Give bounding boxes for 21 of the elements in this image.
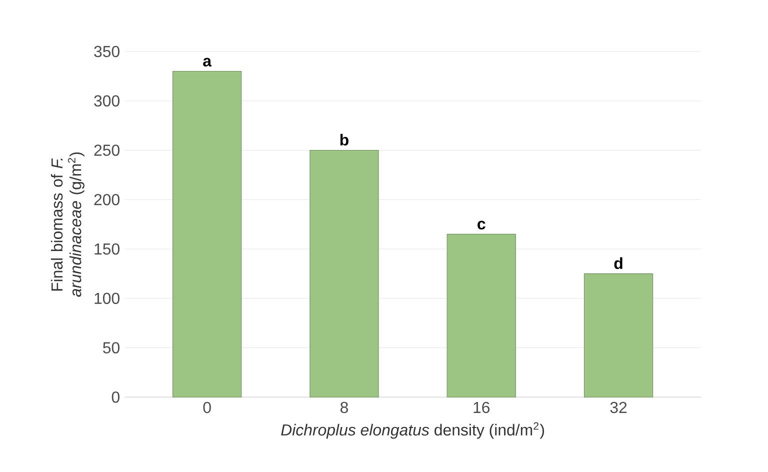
x-tick-label: 0 [203,402,211,414]
bar [446,234,516,398]
bar [584,273,654,398]
y-tick-label: 100 [94,292,120,304]
y-tick-label: 200 [94,194,120,206]
y-tick-label: 0 [112,391,120,403]
annotation: a [203,58,212,67]
x-axis-title: Dichroplus elongatus density (ind/m$^{2}$) [281,422,544,439]
y-tick-label: 50 [103,342,120,354]
x-tick-label: 32 [610,402,627,414]
y-tick-label: 150 [94,243,120,255]
bar [310,150,379,398]
x-tick-label: 16 [474,402,490,414]
annotation: c [478,220,486,230]
annotation: d [614,257,622,269]
annotation: b [340,134,348,146]
y-tick-label: 300 [94,95,120,107]
x-tick-label: 8 [340,402,348,414]
y-tick-label: 350 [94,46,120,58]
y-tick-label: 250 [94,144,120,156]
bar [172,71,242,398]
